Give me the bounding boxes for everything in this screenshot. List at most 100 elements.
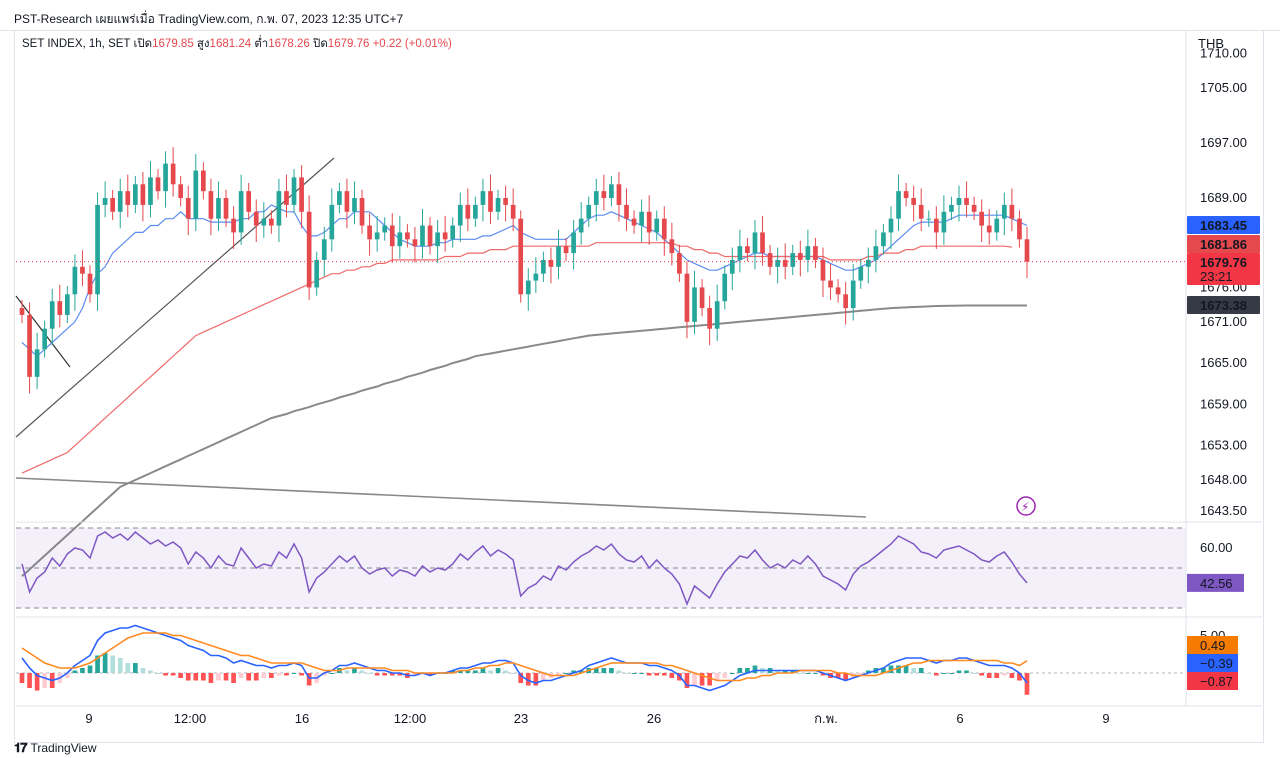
macd-histogram-bar — [133, 663, 138, 673]
candle-body — [480, 191, 486, 205]
candle-body — [571, 232, 576, 254]
candle-body — [578, 218, 584, 233]
legend-part: เปิด — [133, 37, 152, 50]
candle-body — [843, 294, 848, 309]
price-tag-value: 1681.86 — [1200, 237, 1247, 252]
candle-body — [586, 204, 592, 219]
time-axis-tick: 9 — [85, 711, 92, 726]
candle-body — [163, 163, 168, 192]
macd-histogram-bar — [888, 665, 894, 673]
candle-body — [223, 198, 229, 219]
candle-body — [616, 184, 622, 205]
macd-histogram-bar — [918, 668, 924, 673]
macd-value-tag — [1187, 636, 1238, 654]
candle-body — [896, 191, 901, 219]
candle-body — [729, 259, 735, 274]
macd-histogram-bar — [344, 670, 350, 673]
candle-body — [344, 191, 350, 212]
candle-body — [488, 191, 493, 212]
ma-mid-line — [21, 242, 1012, 474]
candle-body — [19, 308, 25, 315]
candle-body — [34, 349, 40, 377]
macd-histogram-bar — [382, 673, 388, 676]
macd-histogram-bar — [389, 673, 395, 676]
macd-histogram-bar — [881, 668, 886, 673]
macd-histogram-bar — [790, 670, 796, 673]
candle-body — [918, 204, 924, 219]
legend-part: ปิด — [312, 37, 328, 50]
macd-histogram-bar — [624, 673, 629, 674]
candle-body — [624, 204, 629, 219]
publish-header: PST-Research เผยแพร่เมื่อ TradingView.co… — [0, 0, 1280, 31]
candle-body — [722, 273, 728, 302]
candle-body — [170, 163, 176, 185]
candle-body — [321, 239, 327, 260]
macd-histogram-bar — [646, 673, 652, 676]
macd-histogram-bar — [593, 668, 599, 673]
macd-histogram-bar — [34, 673, 40, 691]
macd-histogram-bar — [374, 673, 380, 676]
lightning-icon — [1016, 496, 1036, 516]
macd-value-text: 0.49 — [1200, 638, 1225, 653]
macd-histogram-bar — [495, 668, 501, 673]
macd-histogram-bar — [518, 673, 524, 683]
candle-body — [820, 259, 826, 281]
candle-body — [775, 259, 780, 267]
candle-body — [314, 259, 320, 288]
macd-value-text: −0.87 — [1200, 674, 1233, 689]
macd-histogram-bar — [253, 673, 259, 681]
macd-histogram-bar — [480, 668, 486, 673]
candle-body — [767, 253, 773, 267]
macd-histogram-bar — [163, 673, 168, 676]
candle-body — [133, 184, 138, 205]
macd-histogram-bar — [473, 670, 478, 673]
time-axis-tick: ก.พ. — [814, 711, 838, 726]
candle-body — [692, 287, 697, 322]
macd-value-text: −0.39 — [1200, 656, 1233, 671]
candle-body — [49, 301, 55, 329]
candle-body — [563, 246, 569, 254]
candle-body — [926, 218, 932, 220]
candle-body — [72, 266, 78, 295]
macd-histogram-bar — [639, 673, 644, 674]
candle-body — [956, 198, 962, 205]
candle-body — [367, 225, 372, 240]
candle-body — [979, 211, 985, 226]
price-tag — [1187, 216, 1260, 234]
candle-body — [556, 246, 561, 267]
candle-body — [933, 218, 939, 233]
candle-body — [117, 191, 123, 212]
candle-body — [949, 204, 954, 212]
candle-body — [510, 204, 516, 219]
macd-histogram-bar — [80, 668, 85, 673]
price-tag-countdown: 23:21 — [1200, 269, 1233, 284]
candle-body — [525, 280, 531, 295]
time-axis-tick: 9 — [1102, 711, 1109, 726]
macd-histogram-bar — [692, 673, 697, 686]
candle-body — [745, 246, 750, 254]
candle-body — [405, 232, 410, 240]
macd-histogram-bar — [193, 673, 199, 681]
candle-body — [57, 301, 63, 315]
candle-body — [714, 301, 720, 329]
time-axis-tick: 12:00 — [394, 711, 427, 726]
macd-histogram-bar — [956, 670, 962, 673]
candle-body — [442, 232, 448, 240]
candle-body — [805, 246, 811, 260]
macd-histogram-bar — [19, 673, 25, 683]
candle-body — [299, 177, 304, 212]
candle-body — [269, 218, 274, 226]
macd-histogram-bar — [714, 673, 720, 681]
candle-body — [276, 191, 282, 226]
price-axis-tick: 1653.00 — [1200, 438, 1247, 453]
macd-histogram-bar — [72, 670, 78, 673]
macd-histogram-bar — [125, 663, 131, 673]
legend-part: 1678.26 — [268, 38, 313, 50]
macd-histogram-bar — [684, 673, 690, 688]
price-tag-value: 1679.76 — [1200, 255, 1247, 270]
macd-histogram-bar — [729, 673, 735, 674]
candle-body — [155, 177, 161, 192]
macd-histogram-bar — [835, 673, 841, 678]
candle-body — [911, 198, 916, 205]
